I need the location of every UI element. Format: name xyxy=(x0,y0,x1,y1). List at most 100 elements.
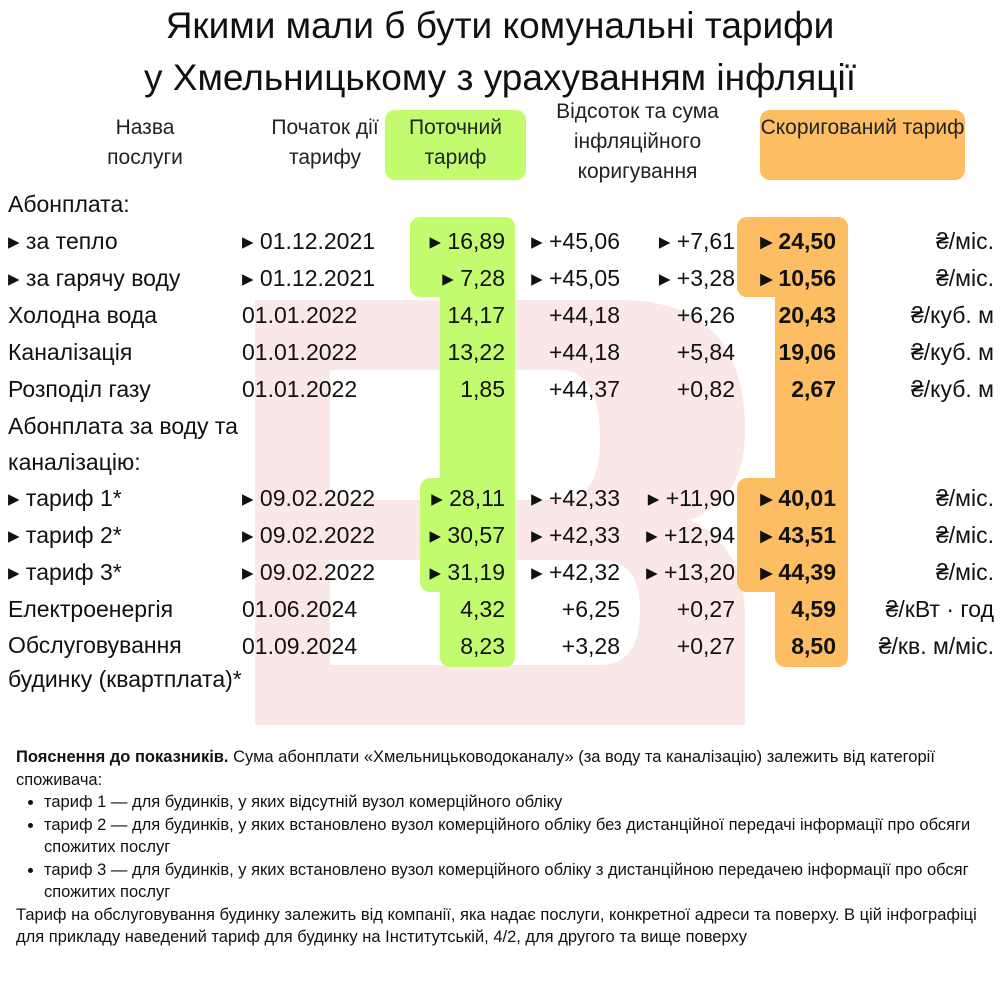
service-name: Електроенергія xyxy=(8,596,174,622)
notes-list: тариф 1 — для будинків, у яких відсутній… xyxy=(16,791,991,904)
highlight xyxy=(775,217,848,667)
adjust-percent: +3,28 xyxy=(561,633,620,659)
adjusted-tariff: 20,43 xyxy=(778,302,836,328)
start-date: 01.01.2022 xyxy=(242,376,358,402)
start-date: ▸ 09.02.2022 xyxy=(242,522,376,548)
adjusted-tariff: 4,59 xyxy=(791,596,836,622)
current-tariff: ▸ 30,57 xyxy=(429,522,506,548)
table-row: Холодна вода 01.01.2022 14,17 +44,18 +6,26 20… xyxy=(0,297,1000,334)
table-row: Розподіл газу 01.01.2022 1,85 +44,37 +0,82 2,… xyxy=(0,371,1000,408)
current-tariff: ▸ 7,28 xyxy=(442,265,505,291)
unit: ₴/куб. м xyxy=(910,376,994,402)
section-label: Абонплата: xyxy=(8,191,130,217)
table-row: ▸ тариф 2* ▸ 09.02.2022 ▸ 30,57 ▸ +42,33 ▸ +… xyxy=(0,517,1000,554)
table-row: ▸ за гарячу воду ▸ 01.12.2021 ▸ 7,28 ▸ +45,… xyxy=(0,260,1000,297)
service-name: Розподіл газу xyxy=(8,376,151,402)
unit: ₴/кВт · год xyxy=(885,596,994,622)
notes: Пояснення до показників. Сума абонплати … xyxy=(16,746,991,949)
header: Назва послуги xyxy=(107,116,183,169)
service-name: ▸ тариф 1* xyxy=(8,485,122,511)
unit: ₴/кв. м/міс. xyxy=(878,633,994,659)
unit: ₴/куб. м xyxy=(910,302,994,328)
table-row: ▸ тариф 3* ▸ 09.02.2022 ▸ 31,19 ▸ +42,32 ▸ +… xyxy=(0,554,1000,591)
adjust-percent: +44,18 xyxy=(549,302,620,328)
adjust-percent: +44,18 xyxy=(549,339,620,365)
table-body: Абонплата: ▸ за тепло ▸ 01.12.2021 ▸ 16,89 ▸… xyxy=(0,186,1000,696)
highlight xyxy=(420,478,515,592)
adjusted-tariff: 8,50 xyxy=(791,633,836,659)
highlight xyxy=(737,478,848,592)
adjust-percent: ▸ +42,33 xyxy=(531,522,620,548)
adjust-sum: ▸ +11,90 xyxy=(647,485,735,511)
header: Скоригований тариф xyxy=(760,116,965,139)
service-name: Каналізація xyxy=(8,339,133,365)
adjust-sum: ▸ +13,20 xyxy=(646,559,735,585)
table-row: ▸ тариф 1* ▸ 09.02.2022 ▸ 28,11 ▸ +42,33 ▸ +… xyxy=(0,480,1000,517)
current-tariff: 14,17 xyxy=(447,302,505,328)
note-item: тариф 1 — для будинків, у яких відсутній… xyxy=(44,791,991,814)
adjust-percent: +6,25 xyxy=(561,596,620,622)
adjust-percent: ▸ +42,33 xyxy=(531,485,620,511)
adjust-sum: +0,82 xyxy=(676,376,735,402)
current-tariff: ▸ 16,89 xyxy=(429,228,506,254)
header: Відсоток та сума інфляційного коригуванн… xyxy=(556,100,719,183)
table-row: Абонплата за воду та каналізацію: xyxy=(0,408,1000,480)
notes-lead: Пояснення до показників. xyxy=(16,748,229,766)
unit: ₴/міс. xyxy=(936,228,994,254)
adjust-percent: ▸ +45,05 xyxy=(531,265,620,291)
note-item: тариф 2 — для будинків, у яких встановле… xyxy=(44,814,991,859)
adjust-percent: +44,37 xyxy=(549,376,620,402)
table-row: Електроенергія 01.06.2024 4,32 +6,25 +0,27 4,… xyxy=(0,591,1000,628)
unit: ₴/міс. xyxy=(936,522,994,548)
unit: ₴/міс. xyxy=(936,559,994,585)
service-name: Холодна вода xyxy=(8,302,158,328)
start-date: 01.09.2024 xyxy=(242,633,358,659)
title: Якими мали б бути комунальні тарифи xyxy=(165,5,835,46)
adjusted-tariff: ▸ 10,56 xyxy=(760,265,837,291)
current-tariff: ▸ 31,19 xyxy=(429,559,506,585)
adjust-percent: ▸ +42,32 xyxy=(531,559,620,585)
adjusted-tariff: ▸ 40,01 xyxy=(760,485,837,511)
current-tariff: 8,23 xyxy=(460,633,505,659)
notes-outro: Тариф на обслуговування будинку залежить… xyxy=(16,905,977,947)
start-date: ▸ 09.02.2022 xyxy=(242,485,376,511)
adjust-sum: +6,26 xyxy=(676,302,735,328)
adjusted-tariff: ▸ 24,50 xyxy=(760,228,837,254)
current-tariff: 13,22 xyxy=(447,339,505,365)
current-tariff: 1,85 xyxy=(460,376,505,402)
service-name: ▸ за гарячу воду xyxy=(8,265,181,291)
notes-text: Сума абонплати «Хмельницьководоканалу» (… xyxy=(16,748,935,789)
table-row: ▸ за тепло ▸ 01.12.2021 ▸ 16,89 ▸ +45,06 ▸ +… xyxy=(0,223,1000,260)
adjust-sum: ▸ +3,28 xyxy=(658,265,735,291)
start-date: 01.01.2022 xyxy=(242,339,358,365)
adjust-sum: +0,27 xyxy=(676,596,735,622)
adjusted-tariff: 2,67 xyxy=(791,376,836,402)
start-date: ▸ 01.12.2021 xyxy=(242,228,376,254)
adjust-sum: +5,84 xyxy=(676,339,735,365)
unit: ₴/міс. xyxy=(936,265,994,291)
table-row: Обслуговування будинку (квартплата)* 01.0… xyxy=(0,628,1000,696)
start-date: ▸ 09.02.2022 xyxy=(242,559,376,585)
note-item: тариф 3 — для будинків, у яких встановле… xyxy=(44,859,991,904)
table-row: Каналізація 01.01.2022 13,22 +44,18 +5,84 19,… xyxy=(0,334,1000,371)
adjusted-tariff: 19,06 xyxy=(778,339,836,365)
adjust-sum: ▸ +12,94 xyxy=(646,522,735,548)
service-name: ▸ за тепло xyxy=(8,228,118,254)
header: Поточний тариф xyxy=(409,116,502,169)
adjusted-tariff: ▸ 43,51 xyxy=(760,522,837,548)
header: Початок дії тарифу xyxy=(271,116,379,169)
section-label: Абонплата за воду та каналізацію: xyxy=(8,413,238,475)
service-name: Обслуговування будинку (квартплата)* xyxy=(8,632,242,692)
start-date: 01.06.2024 xyxy=(242,596,358,622)
adjust-sum: +0,27 xyxy=(676,633,735,659)
adjust-sum: ▸ +7,61 xyxy=(658,228,735,254)
header-highlight xyxy=(385,110,526,180)
header-highlight xyxy=(760,110,965,180)
title: у Хмельницькому з урахуванням інфляції xyxy=(143,57,856,98)
unit: ₴/міс. xyxy=(936,485,994,511)
unit: ₴/куб. м xyxy=(910,339,994,365)
current-tariff: 4,32 xyxy=(460,596,505,622)
start-date: ▸ 01.12.2021 xyxy=(242,265,376,291)
start-date: 01.01.2022 xyxy=(242,302,358,328)
